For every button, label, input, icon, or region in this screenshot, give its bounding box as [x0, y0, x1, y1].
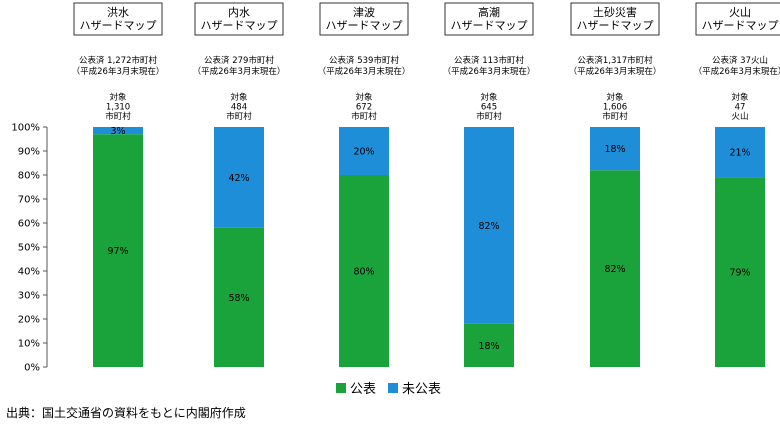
- target-count-label: 対象: [230, 92, 248, 103]
- y-tick-label: 20%: [18, 315, 40, 326]
- bar-published: [339, 175, 389, 367]
- y-tick-label: 0%: [24, 363, 40, 374]
- published-count-label: 公表済 113市町村: [454, 55, 524, 66]
- category-title: 洪水: [107, 5, 129, 19]
- legend-swatch-unpublished: [388, 383, 398, 393]
- source-note: 出典：国土交通省の資料をもとに内閣府作成: [6, 406, 246, 420]
- y-tick-label: 40%: [18, 267, 40, 278]
- bar-unpublished-label: 3%: [110, 126, 125, 137]
- category-title: ハザードマップ: [577, 19, 654, 32]
- target-count-label: 市町村: [105, 111, 131, 122]
- bar-published-label: 82%: [604, 264, 625, 275]
- category-title-box: [194, 2, 284, 36]
- bar-unpublished-label: 42%: [228, 173, 249, 184]
- bar-published: [93, 134, 143, 367]
- y-tick-label: 70%: [18, 195, 40, 206]
- target-count-label: 1,606: [603, 103, 627, 113]
- bar-unpublished: [715, 127, 765, 178]
- bar-unpublished: [93, 127, 143, 135]
- published-count-label: （平成26年3月末現在）: [193, 66, 286, 77]
- bar-published-label: 79%: [729, 268, 750, 279]
- category-title-box: [444, 2, 534, 36]
- y-tick-label: 10%: [18, 339, 40, 350]
- category-title: 高潮: [478, 5, 500, 19]
- bar-unpublished-label: 20%: [353, 147, 374, 158]
- published-count-label: 公表済 1,272市町村: [79, 55, 158, 66]
- category-title: ハザードマップ: [702, 19, 779, 32]
- target-count-label: 対象: [109, 92, 127, 103]
- target-count-label: 市町村: [476, 111, 502, 122]
- legend-label-unpublished: 未公表: [402, 382, 441, 397]
- target-count-label: 市町村: [351, 111, 377, 122]
- legend-swatch-published: [336, 383, 346, 393]
- target-count-label: 対象: [480, 92, 498, 103]
- y-tick-label: 30%: [18, 291, 40, 302]
- published-count-label: （平成26年3月末現在）: [72, 66, 165, 77]
- published-count-label: 公表済 279市町村: [204, 55, 274, 66]
- published-count-label: （平成26年3月末現在）: [443, 66, 536, 77]
- target-count-label: 対象: [731, 92, 749, 103]
- published-count-label: （平成26年3月末現在）: [694, 66, 780, 77]
- bar-published: [464, 323, 514, 367]
- category-title: ハザードマップ: [80, 19, 157, 32]
- category-title: ハザードマップ: [326, 19, 403, 32]
- legend-label-published: 公表: [350, 382, 376, 397]
- category-title-box: [570, 2, 660, 36]
- bar-published: [214, 227, 264, 367]
- category-title-box: [319, 2, 409, 36]
- bar-unpublished-label: 21%: [729, 148, 750, 159]
- bar-published-label: 80%: [353, 267, 374, 278]
- category-title: ハザードマップ: [201, 19, 278, 32]
- bar-unpublished: [339, 127, 389, 175]
- category-title: 土砂災害: [593, 5, 637, 19]
- bar-published-label: 97%: [107, 246, 128, 257]
- target-count-label: 484: [231, 103, 247, 113]
- bar-unpublished: [590, 127, 640, 171]
- target-count-label: 47: [735, 103, 746, 113]
- target-count-label: 火山: [731, 111, 748, 122]
- y-tick-label: 80%: [18, 171, 40, 182]
- y-tick-label: 100%: [11, 123, 40, 134]
- target-count-label: 672: [356, 103, 372, 113]
- target-count-label: 市町村: [602, 111, 628, 122]
- published-count-label: 公表済1,317市町村: [577, 55, 653, 66]
- target-count-label: 1,310: [106, 103, 130, 113]
- y-tick-label: 60%: [18, 219, 40, 230]
- bar-published-label: 18%: [478, 341, 499, 352]
- target-count-label: 市町村: [226, 111, 252, 122]
- published-count-label: （平成26年3月末現在）: [569, 66, 662, 77]
- bar-published: [715, 177, 765, 367]
- published-count-label: （平成26年3月末現在）: [318, 66, 411, 77]
- bar-published-label: 58%: [228, 293, 249, 304]
- category-title-box: [695, 2, 780, 36]
- published-count-label: 公表済 37火山: [712, 55, 768, 66]
- target-count-label: 対象: [355, 92, 373, 103]
- bar-unpublished: [464, 127, 514, 324]
- target-count-label: 645: [481, 103, 497, 113]
- category-title: 火山: [729, 6, 751, 19]
- target-count-label: 対象: [606, 92, 624, 103]
- y-tick-label: 50%: [18, 243, 40, 254]
- published-count-label: 公表済 539市町村: [329, 55, 399, 66]
- y-tick-label: 90%: [18, 147, 40, 158]
- category-title: 津波: [353, 6, 375, 19]
- bar-unpublished: [214, 127, 264, 228]
- bar-unpublished-label: 82%: [478, 221, 499, 232]
- category-title: ハザードマップ: [451, 19, 528, 32]
- category-title: 内水: [228, 5, 250, 19]
- bar-published: [590, 170, 640, 367]
- category-title-box: [73, 2, 163, 36]
- bar-unpublished-label: 18%: [604, 144, 625, 155]
